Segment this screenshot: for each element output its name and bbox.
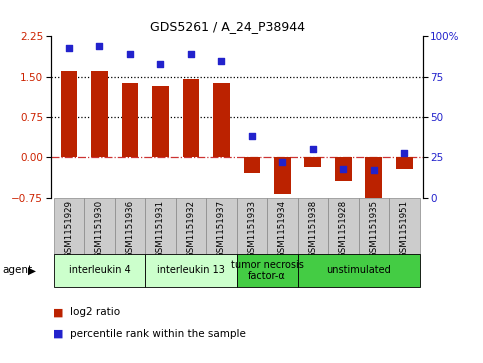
Point (65, 45, 73, 50)
Bar (267, 198, 298, 254)
Bar (213, 83, 230, 158)
Point (400, 150, 408, 155)
Point (96, 43, 103, 49)
Bar (145, 254, 237, 287)
Bar (237, 254, 298, 287)
Bar (396, 158, 412, 169)
Text: unstimulated: unstimulated (326, 265, 391, 276)
Bar (115, 198, 145, 254)
Bar (358, 198, 389, 254)
Bar (91, 71, 108, 158)
Point (248, 134, 256, 139)
Point (156, 61, 164, 67)
Text: GSM1151937: GSM1151937 (217, 200, 226, 258)
Text: GSM1151951: GSM1151951 (400, 200, 409, 258)
Bar (84, 198, 115, 254)
Bar (274, 158, 291, 194)
Text: percentile rank within the sample: percentile rank within the sample (70, 329, 246, 339)
Bar (183, 79, 199, 158)
Bar (61, 71, 77, 158)
Text: ▶: ▶ (28, 265, 36, 276)
Point (370, 167, 378, 173)
Bar (54, 254, 145, 287)
Text: GSM1151935: GSM1151935 (369, 200, 378, 258)
Text: GSM1151934: GSM1151934 (278, 200, 287, 258)
Text: interleukin 4: interleukin 4 (69, 265, 130, 276)
Text: ■: ■ (53, 329, 64, 339)
Point (217, 58, 225, 64)
Bar (335, 158, 352, 181)
Bar (237, 198, 267, 254)
Text: ■: ■ (53, 307, 64, 317)
Point (340, 166, 347, 172)
Text: GSM1151938: GSM1151938 (308, 200, 317, 258)
Point (309, 146, 317, 152)
Point (187, 51, 195, 57)
Point (279, 159, 286, 165)
Text: GDS5261 / A_24_P38944: GDS5261 / A_24_P38944 (150, 20, 304, 33)
Point (126, 51, 134, 57)
Bar (206, 198, 237, 254)
Text: GSM1151928: GSM1151928 (339, 200, 348, 258)
Bar (298, 198, 328, 254)
Bar (366, 158, 382, 201)
Text: GSM1151929: GSM1151929 (65, 200, 73, 257)
Bar (145, 198, 176, 254)
Bar (243, 158, 260, 172)
Bar (152, 86, 169, 158)
Bar (176, 198, 206, 254)
Text: GSM1151930: GSM1151930 (95, 200, 104, 258)
Bar (298, 254, 420, 287)
Bar (389, 198, 420, 254)
Text: GSM1151932: GSM1151932 (186, 200, 196, 258)
Text: interleukin 13: interleukin 13 (157, 265, 225, 276)
Text: log2 ratio: log2 ratio (70, 307, 120, 317)
Bar (122, 83, 138, 158)
Text: GSM1151931: GSM1151931 (156, 200, 165, 258)
Text: GSM1151933: GSM1151933 (247, 200, 256, 258)
Bar (304, 158, 321, 167)
Text: tumor necrosis
factor-α: tumor necrosis factor-α (231, 260, 304, 281)
Bar (54, 198, 84, 254)
Bar (328, 198, 358, 254)
Text: GSM1151936: GSM1151936 (126, 200, 134, 258)
Text: agent: agent (2, 265, 32, 276)
